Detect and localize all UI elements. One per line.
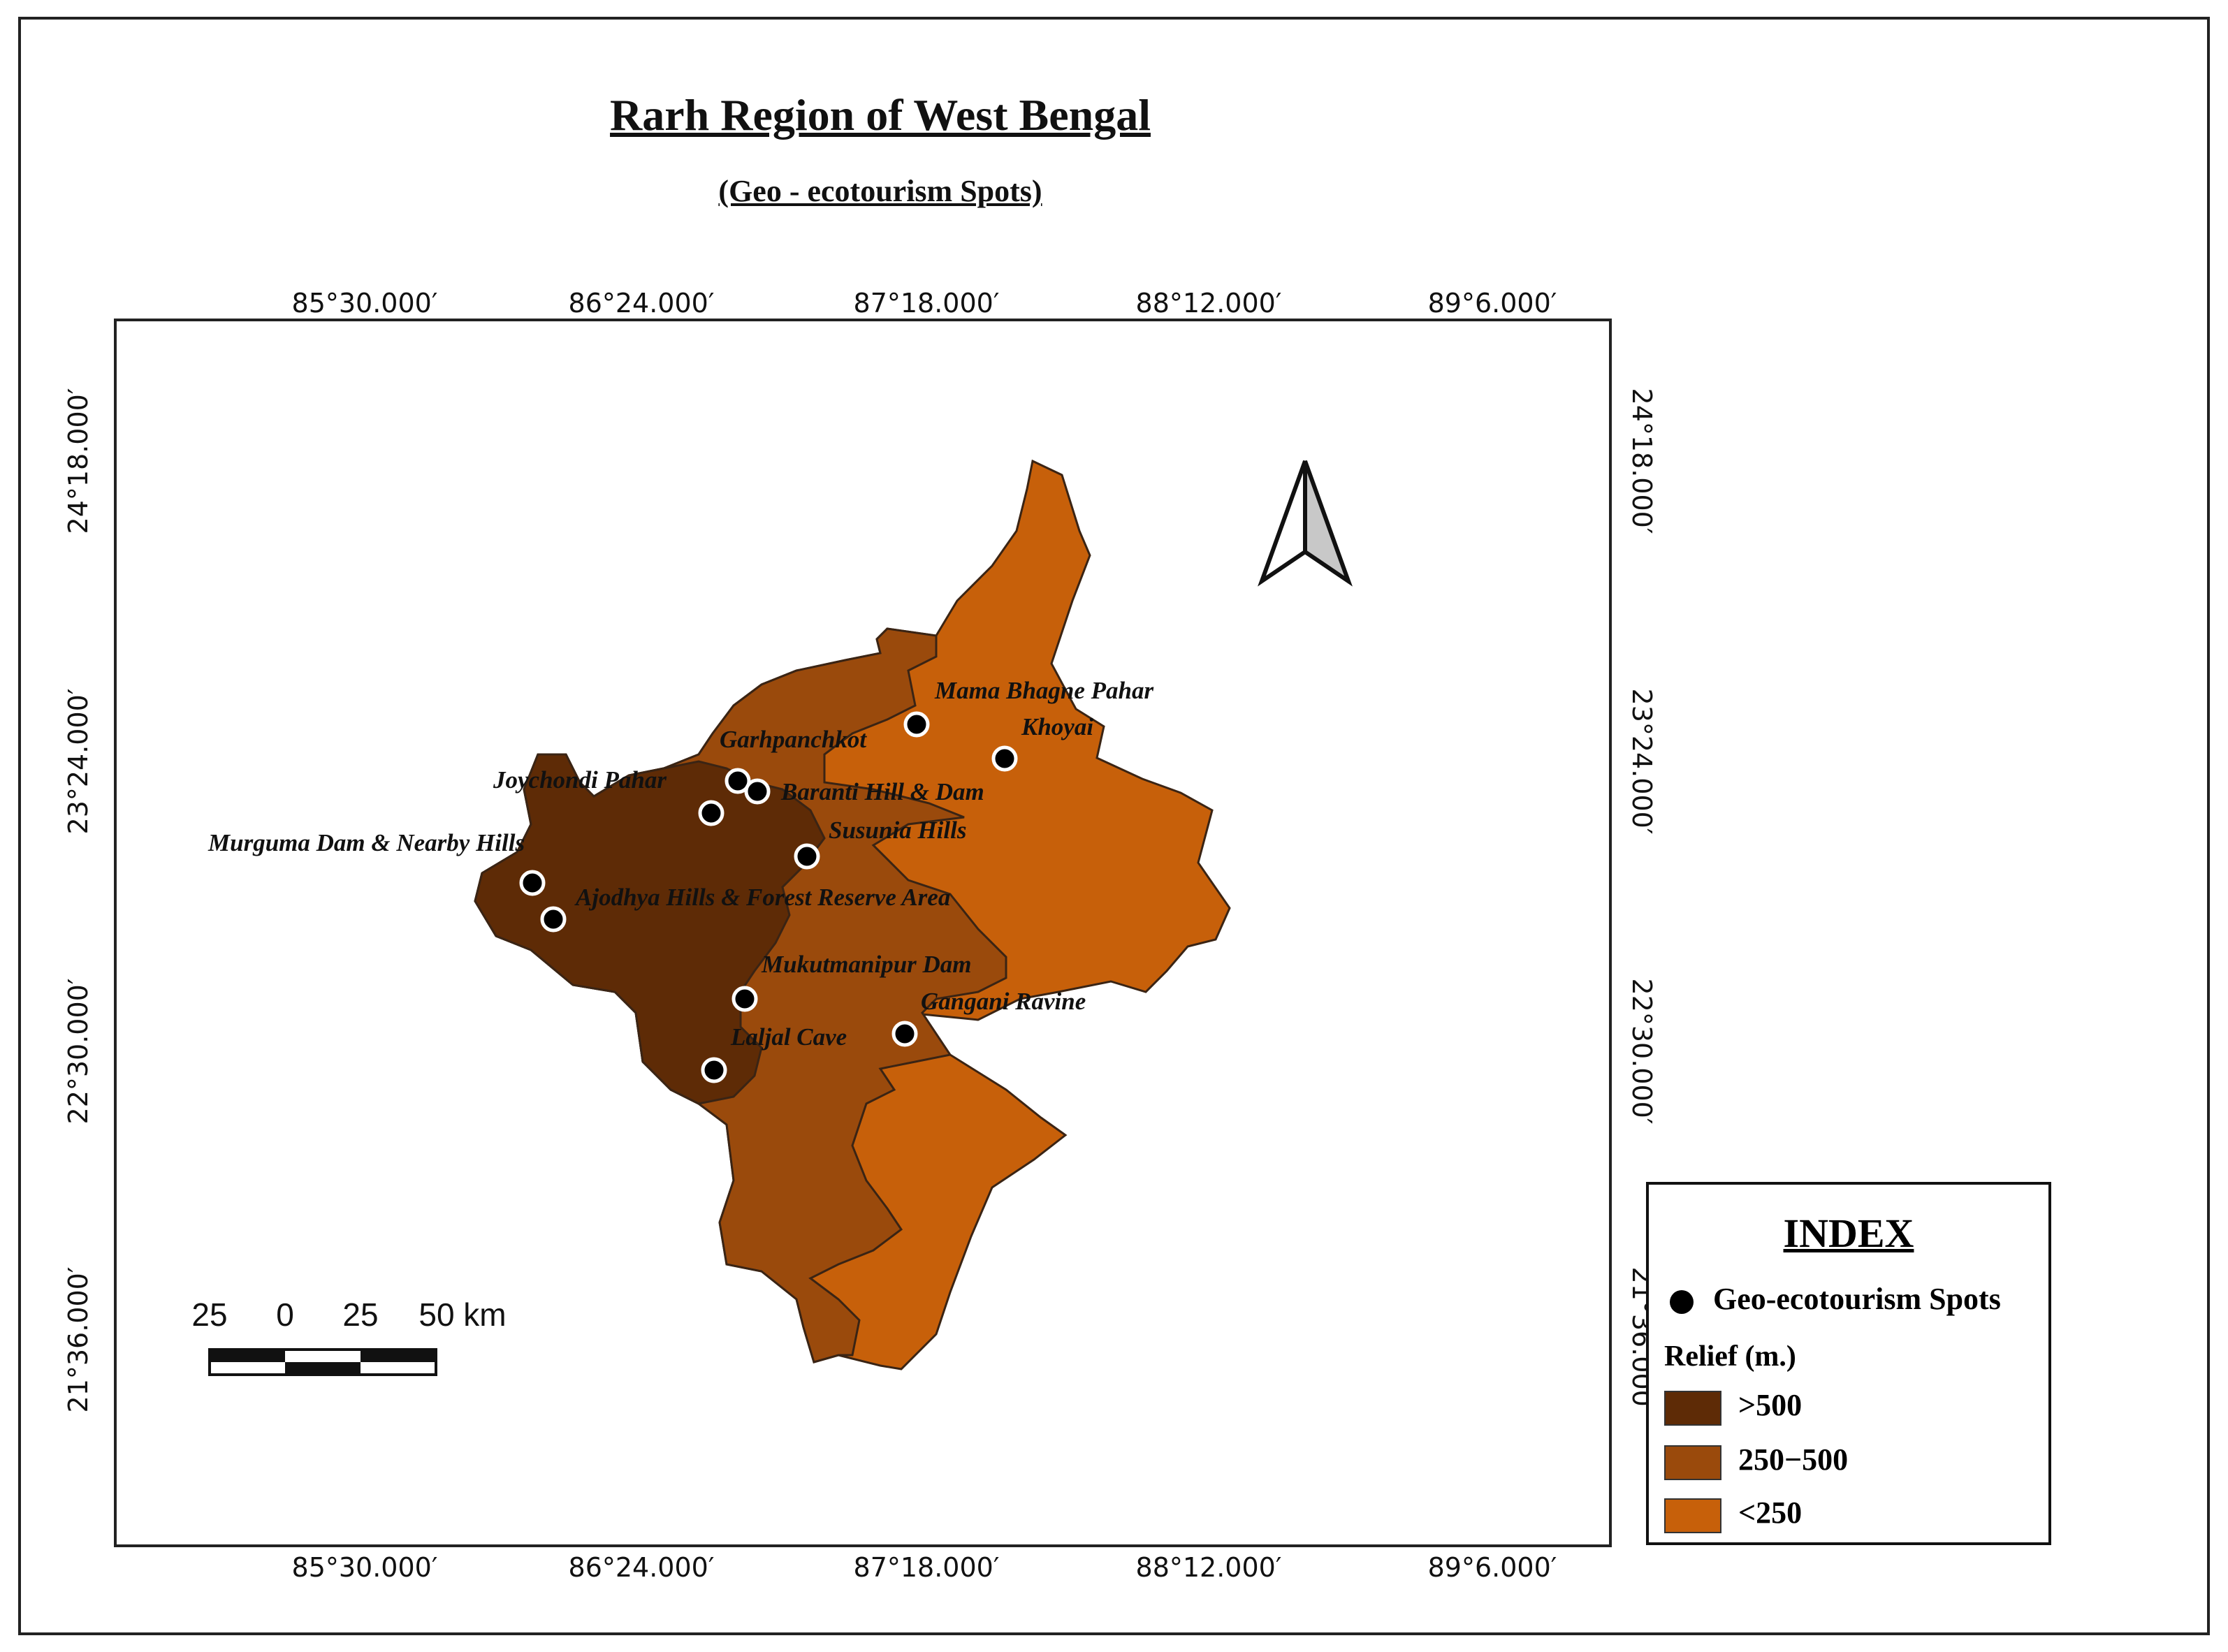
legend-class-high: >500 [1664,1387,1802,1426]
spot-label-ajodhya-hills: Ajodhya Hills & Forest Reserve Area [574,884,950,911]
map-title: Rarh Region of West Bengal [610,90,1151,140]
spot-marker-gangani-ravine [891,1021,918,1047]
lon-label-top-4: 88°12.000′ [1135,288,1282,319]
lon-label-bottom-5: 89°6.000′ [1427,1552,1557,1583]
lon-label-bottom-1: 85°30.000′ [291,1552,438,1583]
legend: INDEX Geo-ecotourism Spots Relief (m.) >… [1646,1182,2051,1545]
spot-marker-mukutmanipur-dam [731,986,758,1012]
lon-label-bottom-3: 87°18.000′ [853,1552,1000,1583]
spot-label-baranti-hill: Baranti Hill & Dam [780,778,984,805]
swatch-low [1664,1498,1721,1533]
spot-label-gangani-ravine: Gangani Ravine [921,988,1086,1015]
spot-label-garhpanchkot: Garhpanchkot [720,726,867,753]
lon-label-top-3: 87°18.000′ [853,288,1000,319]
spot-marker-murguma-dam [519,870,546,896]
legend-class-low-label: <250 [1738,1496,1803,1530]
legend-relief-title: Relief (m.) [1664,1340,1796,1373]
lon-label-top-5: 89°6.000′ [1427,288,1557,319]
scale-seg-2 [285,1362,361,1375]
spot-marker-joychondi-pahar [698,800,725,826]
lon-label-top-2: 86°24.000′ [568,288,715,319]
spot-label-murguma-dam: Murguma Dam & Nearby Hills [207,829,525,856]
spot-label-khoyai: Khoyai [1021,713,1093,740]
outer-border [18,17,2210,1635]
scale-seg-3 [361,1350,436,1362]
spot-label-joychondi-pahar: Joychondi Pahar [493,766,667,794]
map-neatline [114,319,1612,1547]
legend-class-high-label: >500 [1738,1388,1803,1422]
spot-label-laljal-cave: Laljal Cave [730,1023,847,1051]
north-arrow-left-half [1258,460,1307,587]
lon-label-bottom-4: 88°12.000′ [1135,1552,1282,1583]
north-arrow-right-half [1303,460,1353,587]
spot-markers [519,711,1018,1083]
spot-marker-laljal-cave [701,1057,727,1083]
lon-label-bottom-2: 86°24.000′ [568,1552,715,1583]
scale-label-2: 0 [276,1296,294,1333]
spot-marker-mama-bhagne-pahar [903,711,930,738]
spot-marker-baranti-hill [744,778,771,805]
map-subtitle: (Geo - ecotourism Spots) [718,174,1042,208]
lon-label-top-1: 85°30.000′ [291,288,438,319]
scale-label-1: 25 [191,1296,227,1333]
scale-label-4: 50 km [418,1296,506,1333]
legend-spot-label: Geo-ecotourism Spots [1713,1282,2001,1316]
spot-marker-khoyai [991,745,1018,772]
swatch-high [1664,1390,1721,1426]
spot-label-mukutmanipur-dam: Mukutmanipur Dam [761,951,972,978]
legend-title: INDEX [1783,1211,1914,1256]
swatch-mid [1664,1445,1721,1480]
spot-marker-susunia-hills [794,843,820,870]
spot-marker-garhpanchkot [725,768,751,794]
scale-seg-1 [210,1350,285,1362]
north-arrow-icon [1258,460,1353,587]
legend-spot-row: Geo-ecotourism Spots [1664,1281,2001,1317]
spot-dot-icon [1670,1289,1694,1314]
legend-class-mid: 250−500 [1664,1442,1848,1480]
spot-marker-ajodhya-hills [540,906,567,933]
legend-class-mid-label: 250−500 [1738,1442,1849,1477]
legend-class-low: <250 [1664,1495,1802,1533]
spot-label-susunia-hills: Susunia Hills [829,817,966,844]
spot-label-mama-bhagne-pahar: Mama Bhagne Pahar [934,677,1153,704]
scale-label-3: 25 [342,1296,378,1333]
scale-bar: 25 0 25 50 km [191,1296,507,1376]
